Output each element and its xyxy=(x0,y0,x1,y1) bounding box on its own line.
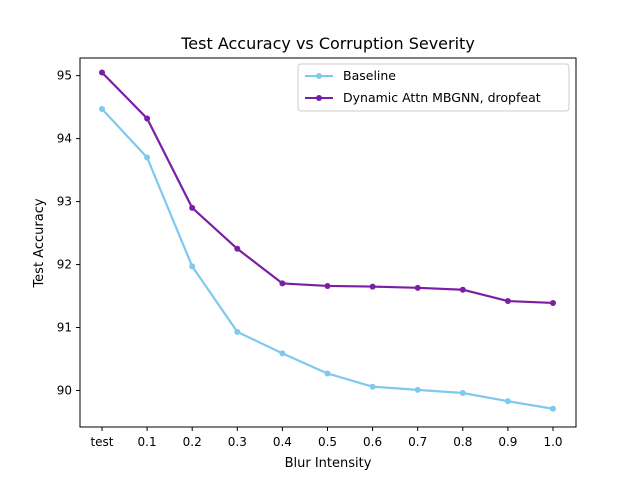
legend: Baseline Dynamic Attn MBGNN, dropfeat xyxy=(297,63,570,112)
y-tick-label: 93 xyxy=(57,195,72,209)
baseline-data-point xyxy=(99,106,105,113)
x-tick-label: 0.7 xyxy=(408,435,427,449)
x-tick-label: 0.8 xyxy=(453,435,472,449)
y-axis-label: Test Accuracy xyxy=(32,198,47,288)
baseline-data-point xyxy=(414,386,421,393)
x-tick-label: 0.4 xyxy=(273,435,292,449)
dynamic-attn-data-point xyxy=(99,69,105,76)
x-tick-label: 0.1 xyxy=(138,435,157,449)
baseline-data-point xyxy=(279,350,286,357)
dynamic-attn-data-point xyxy=(550,299,556,306)
x-tick-label: 0.2 xyxy=(183,435,202,449)
y-tick-label: 91 xyxy=(57,321,72,335)
x-axis: test 0.1 0.2 0.3 0.4 0.5 0.6 0.7 0.8 0.9 1.0 xyxy=(90,427,563,449)
dynamic-attn-data-point xyxy=(189,204,196,211)
dynamic-attn-data-point xyxy=(324,282,331,289)
baseline-data-point xyxy=(504,398,511,405)
y-tick-label: 90 xyxy=(57,383,72,397)
x-tick-label: 0.9 xyxy=(498,435,517,449)
x-tick-label: 0.6 xyxy=(363,435,382,449)
y-tick-label: 95 xyxy=(57,69,72,83)
y-tick-label: 92 xyxy=(57,258,72,272)
baseline-data-point xyxy=(144,154,151,161)
dynamic-attn-data-point xyxy=(369,283,376,290)
legend-marker-dynamic-attn xyxy=(316,95,322,101)
x-tick-label: test xyxy=(90,435,113,449)
legend-label-dynamic-attn: Dynamic Attn MBGNN, dropfeat xyxy=(343,90,541,105)
x-tick-label: 0.3 xyxy=(228,435,247,449)
dynamic-attn-data-point xyxy=(234,245,241,252)
baseline-data-point xyxy=(234,328,241,335)
baseline-data-point xyxy=(550,405,556,412)
baseline-data-point xyxy=(459,389,466,396)
dynamic-attn-data-point xyxy=(504,298,511,305)
dynamic-attn-data-point xyxy=(414,284,421,291)
baseline-data-point xyxy=(369,383,376,390)
baseline-data-point xyxy=(324,370,331,377)
chart-title: Test Accuracy vs Corruption Severity xyxy=(180,34,475,53)
dynamic-attn-data-point xyxy=(459,286,466,293)
legend-label-baseline: Baseline xyxy=(343,68,396,83)
baseline-series-line xyxy=(100,107,555,410)
legend-marker-baseline xyxy=(316,73,322,79)
y-axis: 90 91 92 93 94 95 xyxy=(57,69,80,397)
x-tick-label: 0.5 xyxy=(318,435,337,449)
series-layer xyxy=(99,69,556,412)
x-axis-label: Blur Intensity xyxy=(285,456,372,471)
dynamic-attn-data-point xyxy=(144,115,151,122)
y-tick-label: 94 xyxy=(57,132,72,146)
x-tick-label: 1.0 xyxy=(543,435,562,449)
baseline-data-point xyxy=(189,263,196,270)
legend-box xyxy=(297,63,570,112)
dynamic-attn-data-point xyxy=(279,280,286,287)
